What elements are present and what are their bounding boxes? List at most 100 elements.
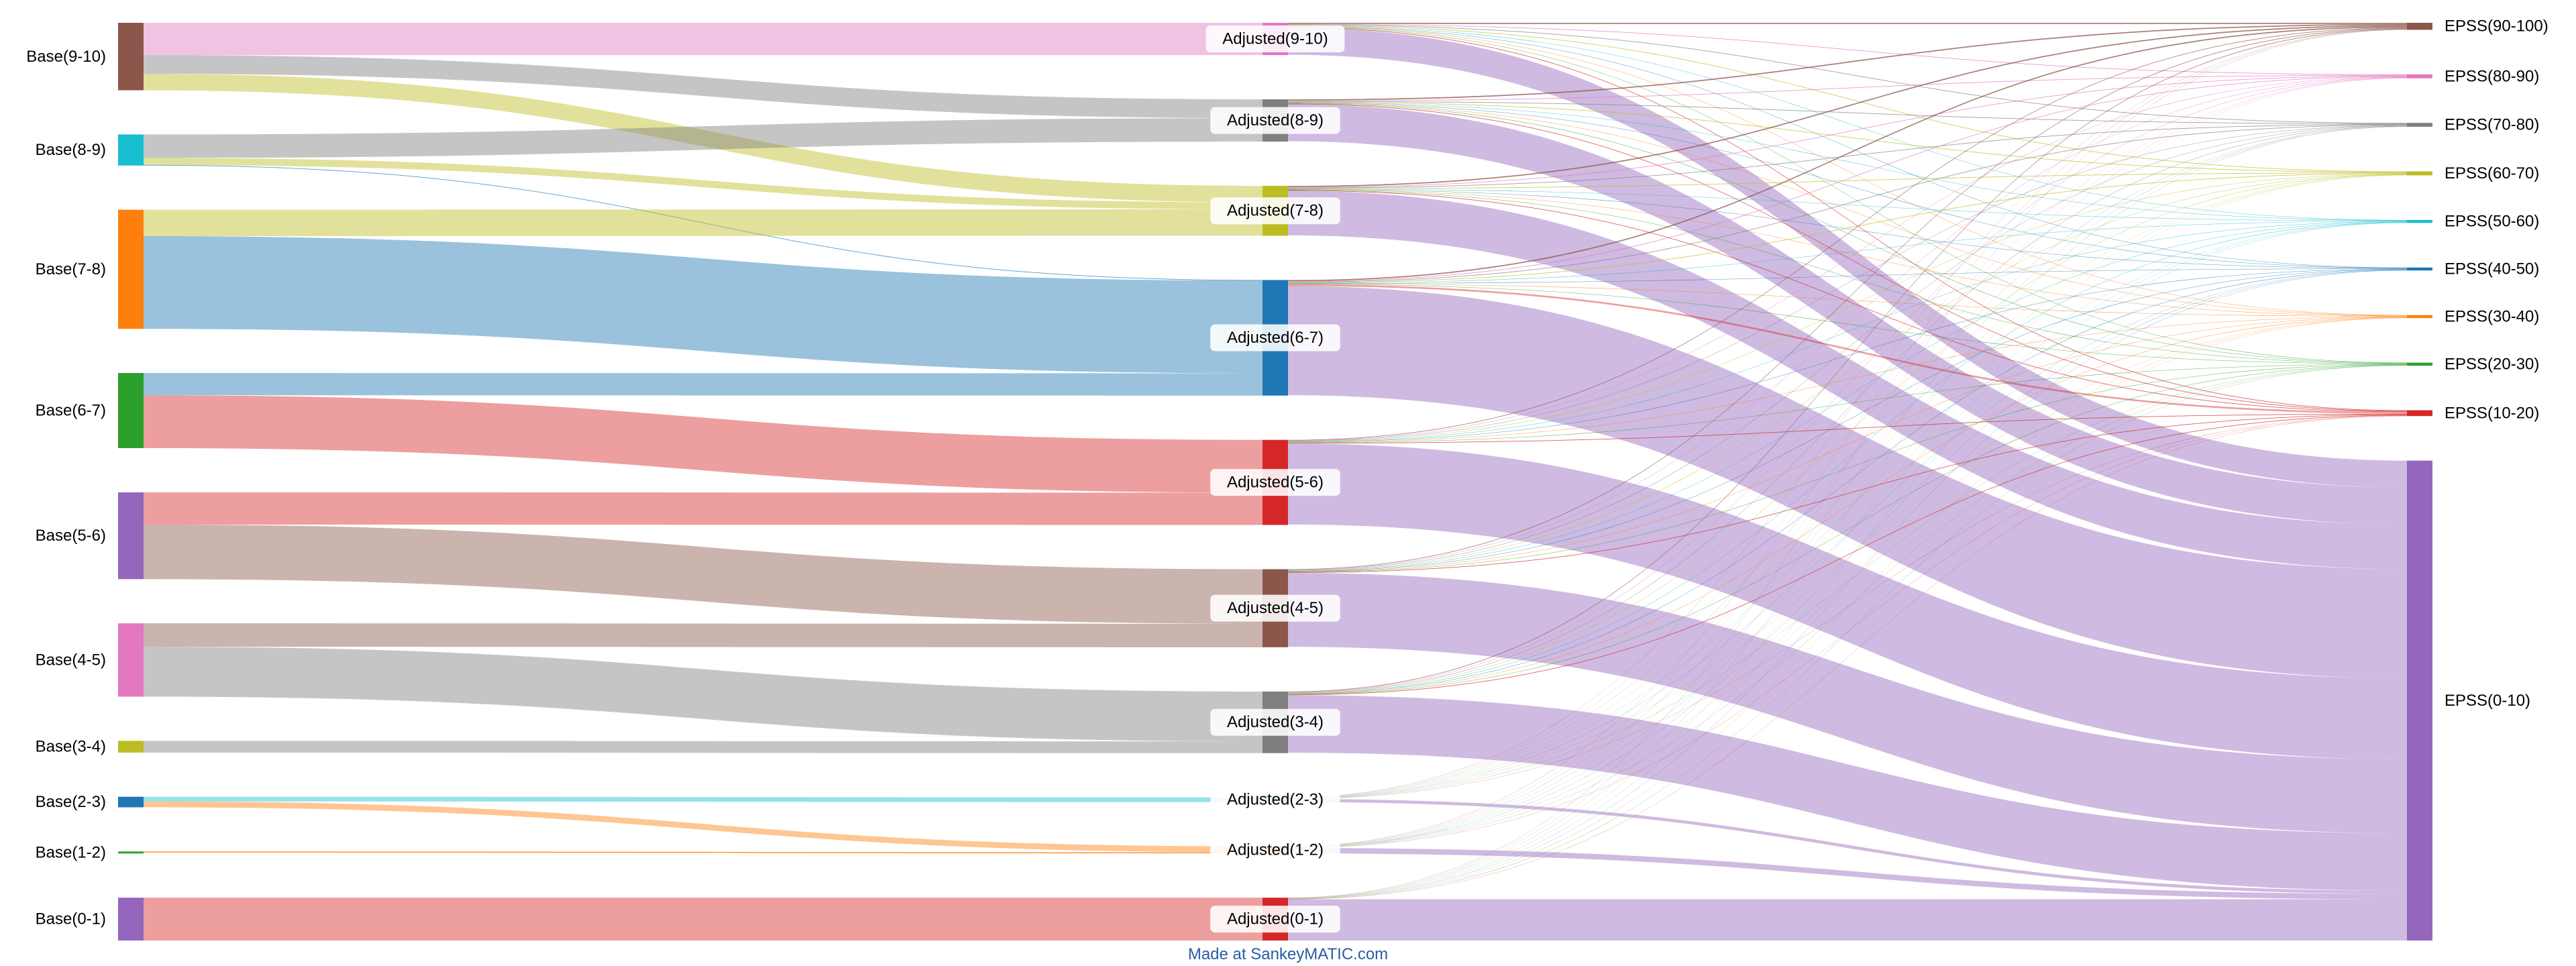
flow-a34-to-e40[interactable] (1288, 269, 2407, 694)
flow-b23-to-a23[interactable] (144, 796, 1263, 802)
flow-a01-to-e70[interactable] (1288, 126, 2407, 898)
node-e40[interactable] (2407, 267, 2432, 271)
flow-a56-to-e90[interactable] (1288, 27, 2407, 441)
flow-b45-to-a34[interactable] (144, 647, 1263, 742)
flow-a34-to-e20[interactable] (1288, 364, 2407, 695)
flow-a12-to-e20[interactable] (1288, 365, 2407, 848)
node-e90[interactable] (2407, 23, 2432, 30)
flow-b67-to-a56[interactable] (144, 395, 1263, 493)
flow-b89-to-a78[interactable] (144, 158, 1263, 210)
node-e30[interactable] (2407, 315, 2432, 319)
flow-a910-to-e40[interactable] (1288, 25, 2407, 268)
flow-a45-to-e70[interactable] (1288, 125, 2407, 571)
flow-b56-to-a45[interactable] (144, 524, 1263, 624)
flow-a78-to-e70[interactable] (1288, 123, 2407, 189)
flow-a34-to-e70[interactable] (1288, 125, 2407, 693)
flow-a56-to-e60[interactable] (1288, 174, 2407, 442)
flow-a910-to-e10[interactable] (1288, 27, 2407, 411)
flow-a78-to-e30[interactable] (1288, 189, 2407, 317)
flow-a89-to-e40[interactable] (1288, 102, 2407, 268)
flow-b910-to-a78[interactable] (144, 74, 1263, 203)
flow-a910-to-e50[interactable] (1288, 25, 2407, 221)
flow-b45-to-a45[interactable] (144, 623, 1263, 647)
flow-a56-to-e40[interactable] (1288, 268, 2407, 443)
flow-a67-to-e80[interactable] (1288, 76, 2407, 282)
flow-a910-to-e70[interactable] (1288, 24, 2407, 124)
node-b12[interactable] (118, 851, 144, 854)
node-e80[interactable] (2407, 74, 2432, 78)
flow-a78-to-e10[interactable] (1288, 190, 2407, 413)
node-e70[interactable] (2407, 123, 2432, 127)
node-b01[interactable] (118, 898, 144, 941)
flow-a78-to-e60[interactable] (1288, 172, 2407, 189)
flow-a23-to-e90[interactable] (1288, 29, 2407, 798)
flow-b01-to-a01[interactable] (144, 898, 1263, 941)
flow-a89-to-e50[interactable] (1288, 102, 2407, 221)
flow-a23-to-e80[interactable] (1288, 77, 2407, 798)
flow-a12-to-e70[interactable] (1288, 126, 2407, 847)
flow-a01-to-e60[interactable] (1288, 175, 2407, 899)
flow-a45-to-e20[interactable] (1288, 364, 2407, 573)
credit-text[interactable]: Made at SankeyMATIC.com (1188, 945, 1388, 963)
flow-a01-to-e30[interactable] (1288, 317, 2407, 899)
flow-a67-to-e10[interactable] (1288, 284, 2407, 414)
flow-b56-to-a56[interactable] (144, 492, 1263, 525)
flow-a01-to-e0[interactable] (1288, 899, 2407, 941)
flow-a89-to-e20[interactable] (1288, 103, 2407, 364)
flow-a78-to-e0[interactable] (1288, 191, 2407, 570)
flow-a12-to-e50[interactable] (1288, 222, 2407, 847)
flow-a12-to-e80[interactable] (1288, 78, 2407, 847)
flow-a45-to-e90[interactable] (1288, 28, 2407, 570)
flow-a12-to-e40[interactable] (1288, 270, 2407, 848)
flow-a67-to-e40[interactable] (1288, 268, 2407, 284)
flow-a45-to-e40[interactable] (1288, 269, 2407, 572)
node-b67[interactable] (118, 373, 144, 448)
flow-a56-to-e10[interactable] (1288, 413, 2407, 444)
flow-a01-to-e50[interactable] (1288, 223, 2407, 899)
flow-a01-to-e90[interactable] (1288, 30, 2407, 898)
flow-a78-to-e90[interactable] (1288, 25, 2407, 187)
flow-b23-to-a12[interactable] (144, 801, 1263, 853)
flow-a910-to-e60[interactable] (1288, 25, 2407, 172)
flow-b67-to-a67[interactable] (144, 373, 1263, 396)
flow-b34-to-a34[interactable] (144, 741, 1263, 753)
flow-b910-to-a89[interactable] (144, 55, 1263, 119)
flow-a34-to-e50[interactable] (1288, 222, 2407, 694)
node-b34[interactable] (118, 741, 144, 753)
node-b78[interactable] (118, 209, 144, 329)
flow-a78-to-e80[interactable] (1288, 75, 2407, 188)
flow-a12-to-e0[interactable] (1288, 848, 2407, 900)
flow-a12-to-e10[interactable] (1288, 415, 2407, 849)
flow-a56-to-e0[interactable] (1288, 443, 2407, 759)
flow-a56-to-e30[interactable] (1288, 316, 2407, 443)
flow-a34-to-e10[interactable] (1288, 415, 2407, 696)
flow-a78-to-e20[interactable] (1288, 190, 2407, 364)
flow-a89-to-e10[interactable] (1288, 103, 2407, 412)
flow-b78-to-a78[interactable] (144, 209, 1263, 237)
flow-b89-to-a89[interactable] (144, 118, 1263, 158)
flow-a78-to-e40[interactable] (1288, 189, 2407, 269)
flow-a23-to-e30[interactable] (1288, 317, 2407, 799)
flow-a89-to-e70[interactable] (1288, 101, 2407, 124)
flow-a34-to-e0[interactable] (1288, 695, 2407, 891)
flow-a78-to-e50[interactable] (1288, 189, 2407, 221)
flow-a12-to-e60[interactable] (1288, 174, 2407, 847)
flow-a45-to-e60[interactable] (1288, 174, 2407, 571)
flow-a45-to-e10[interactable] (1288, 414, 2407, 573)
flow-a12-to-e30[interactable] (1288, 317, 2407, 848)
flow-a67-to-e20[interactable] (1288, 284, 2407, 364)
flow-a45-to-e80[interactable] (1288, 76, 2407, 570)
flow-a23-to-e50[interactable] (1288, 222, 2407, 798)
node-b89[interactable] (118, 134, 144, 166)
flow-a67-to-e60[interactable] (1288, 173, 2407, 283)
flow-a89-to-e90[interactable] (1288, 23, 2407, 101)
node-e20[interactable] (2407, 362, 2432, 366)
node-b45[interactable] (118, 623, 144, 697)
node-b23[interactable] (118, 796, 144, 808)
flow-a67-to-e30[interactable] (1288, 283, 2407, 317)
flow-a67-to-e50[interactable] (1288, 221, 2407, 284)
flow-a01-to-e40[interactable] (1288, 270, 2407, 899)
flow-a45-to-e30[interactable] (1288, 317, 2407, 572)
flow-a01-to-e80[interactable] (1288, 78, 2407, 898)
flow-a89-to-e0[interactable] (1288, 104, 2407, 525)
